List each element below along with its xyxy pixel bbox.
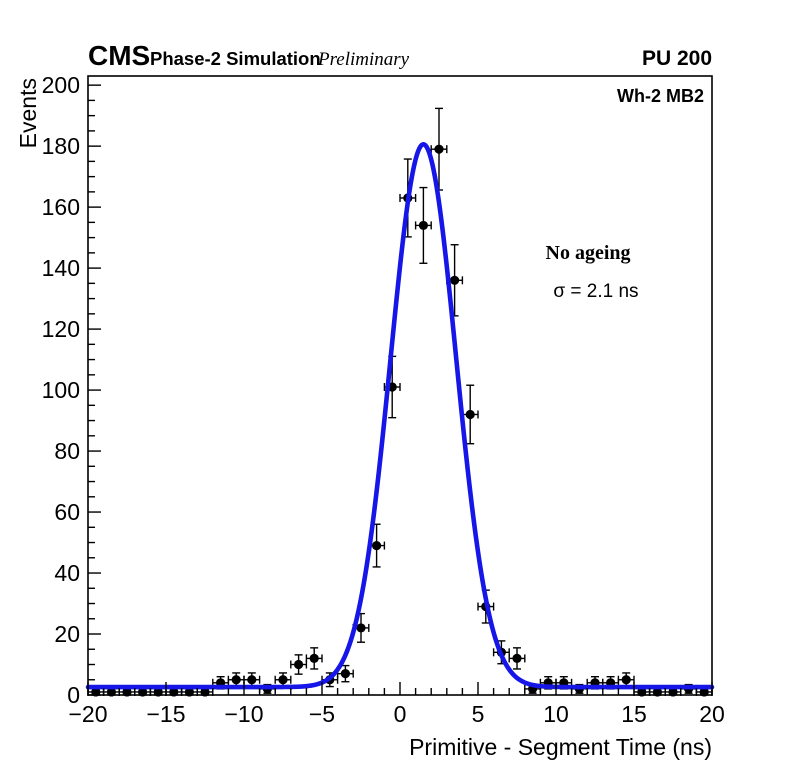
x-tick-label: 10 bbox=[543, 701, 569, 727]
data-marker bbox=[231, 675, 241, 685]
x-axis-title: Primitive - Segment Time (ns) bbox=[409, 734, 712, 760]
data-marker bbox=[418, 220, 428, 231]
data-marker bbox=[309, 653, 319, 664]
data-point bbox=[243, 672, 261, 688]
y-tick-label: 100 bbox=[42, 377, 80, 403]
data-point bbox=[290, 654, 308, 675]
data-marker bbox=[512, 653, 522, 664]
data-point bbox=[508, 647, 526, 670]
x-tick-label: −5 bbox=[309, 701, 335, 727]
x-tick-label: 20 bbox=[699, 701, 725, 727]
data-marker bbox=[278, 675, 288, 685]
x-tick-label: −10 bbox=[224, 701, 263, 727]
data-point bbox=[617, 672, 635, 688]
x-tick-label: 0 bbox=[394, 701, 407, 727]
y-tick-label: 140 bbox=[42, 255, 80, 281]
data-point bbox=[414, 186, 432, 264]
data-marker bbox=[450, 275, 460, 285]
x-tick-label: −20 bbox=[68, 701, 107, 727]
y-tick-label: 20 bbox=[54, 621, 80, 647]
x-tick-label: 5 bbox=[472, 701, 485, 727]
simulation-label: Phase-2 Simulation bbox=[150, 48, 321, 69]
y-tick-label: 80 bbox=[54, 438, 80, 464]
y-tick-label: 40 bbox=[54, 560, 80, 586]
data-marker bbox=[356, 623, 366, 633]
data-points-layer bbox=[87, 107, 713, 697]
ageing-scenario-label: No ageing bbox=[546, 242, 631, 264]
data-marker bbox=[247, 675, 257, 685]
data-point bbox=[305, 647, 323, 670]
y-tick-label: 200 bbox=[42, 72, 80, 98]
cms-logo-text: CMS bbox=[88, 40, 150, 71]
data-marker bbox=[372, 540, 382, 551]
chamber-region-label: Wh-2 MB2 bbox=[617, 86, 704, 106]
y-tick-label: 60 bbox=[54, 499, 80, 525]
gaussian-fit-curve bbox=[85, 142, 715, 690]
preliminary-label: Preliminary bbox=[317, 49, 410, 70]
sigma-value-label: σ = 2.1 ns bbox=[553, 281, 638, 302]
fit-curve bbox=[85, 142, 715, 690]
data-point bbox=[227, 672, 245, 688]
y-tick-label: 0 bbox=[67, 682, 80, 708]
data-marker bbox=[434, 144, 444, 154]
data-marker bbox=[465, 409, 475, 420]
data-point bbox=[430, 107, 448, 191]
y-axis-title: Events bbox=[15, 78, 41, 148]
data-marker bbox=[621, 675, 631, 685]
data-point bbox=[274, 672, 292, 688]
data-point bbox=[461, 384, 479, 445]
y-tick-label: 120 bbox=[42, 316, 80, 342]
x-axis-tick-labels: −20 −15 −10 −5 0 5 10 15 20 bbox=[68, 701, 724, 727]
pileup-label: PU 200 bbox=[642, 47, 712, 70]
x-tick-label: 15 bbox=[621, 701, 647, 727]
x-tick-label: −15 bbox=[146, 701, 185, 727]
y-tick-label: 180 bbox=[42, 133, 80, 159]
x-axis-ticks bbox=[87, 682, 713, 695]
data-marker bbox=[294, 659, 304, 670]
y-axis-tick-labels: 0 20 40 60 80 100 120 140 160 180 200 bbox=[42, 72, 80, 708]
y-axis-ticks bbox=[88, 84, 101, 696]
y-tick-label: 160 bbox=[42, 194, 80, 220]
data-marker bbox=[340, 669, 350, 679]
